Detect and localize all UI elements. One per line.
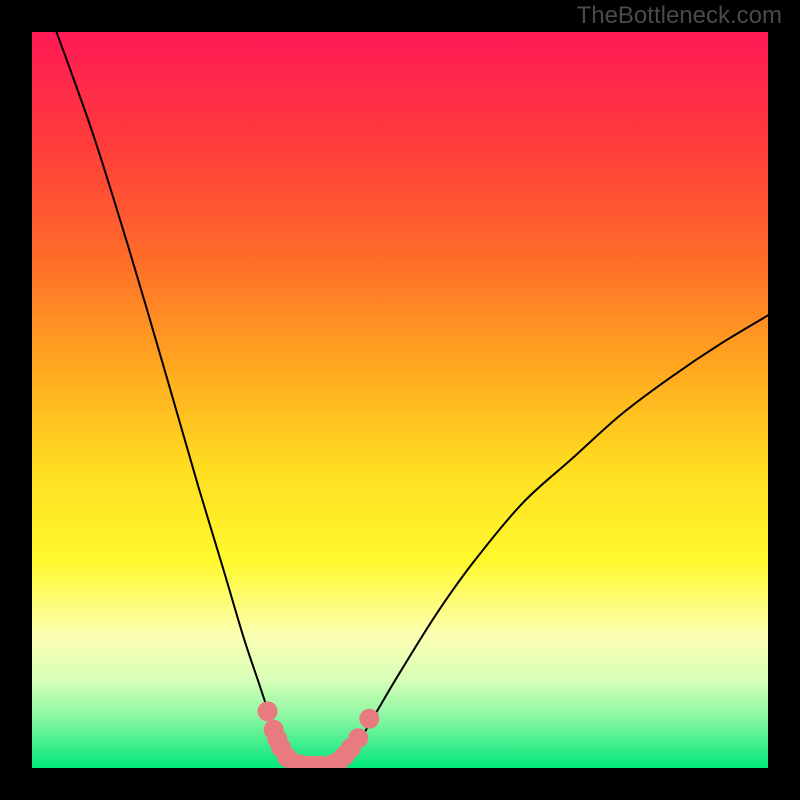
marker-dot bbox=[359, 709, 379, 729]
bottleneck-chart: TheBottleneck.com bbox=[0, 0, 800, 800]
chart-svg bbox=[0, 0, 800, 800]
plot-background bbox=[32, 32, 768, 768]
marker-dot bbox=[348, 728, 368, 748]
marker-dot bbox=[258, 701, 278, 721]
